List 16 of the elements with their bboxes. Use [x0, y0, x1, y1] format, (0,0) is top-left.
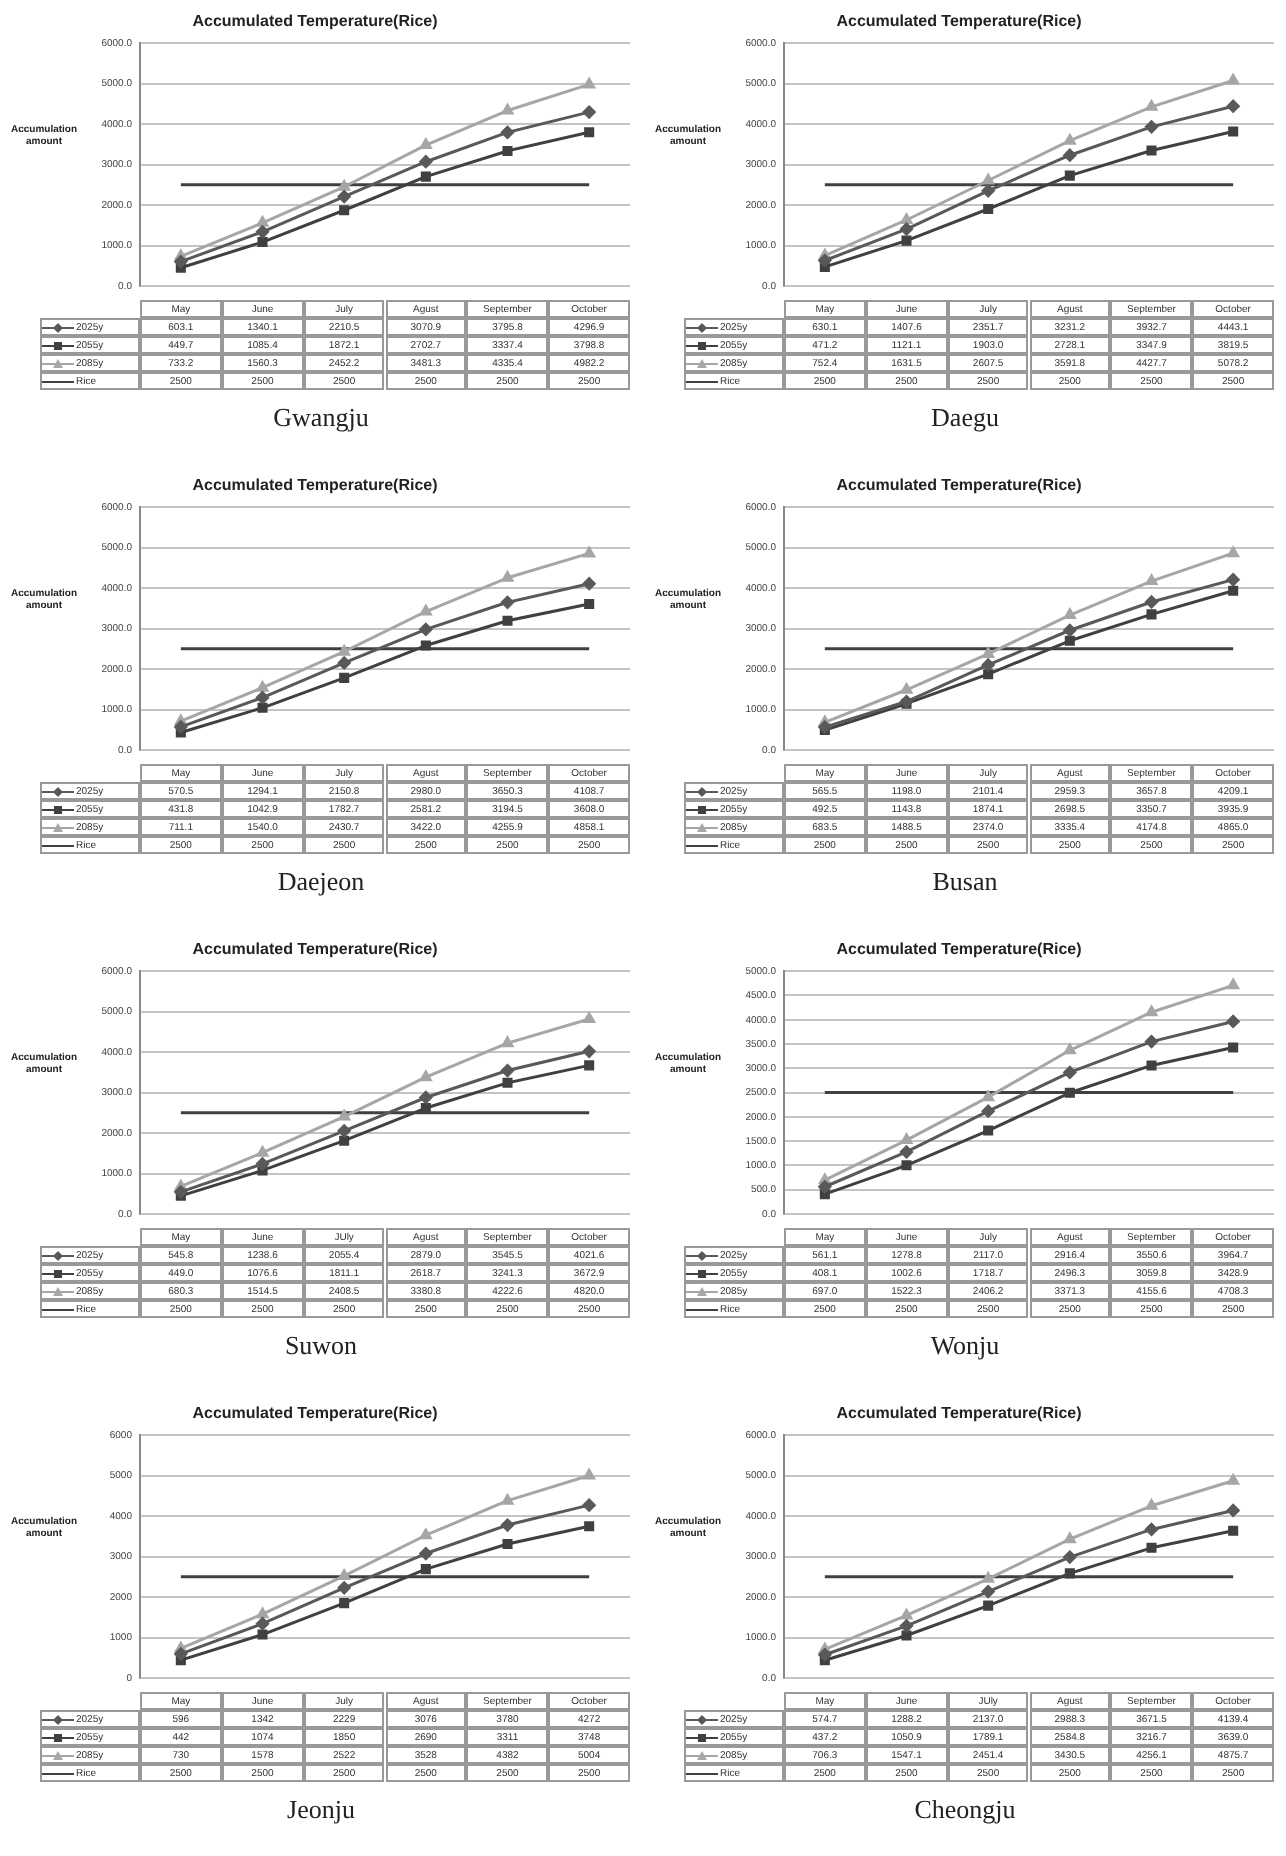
text: Daejeon — [275, 866, 367, 898]
chart-title: Accumulated Temperature(Rice) — [192, 1404, 439, 1423]
text: Wonju — [928, 1330, 1002, 1362]
chart-title: Accumulated Temperature(Rice) — [836, 940, 1083, 959]
text: Daegu — [929, 402, 1001, 434]
chart-title: Accumulated Temperature(Rice) — [836, 1404, 1083, 1423]
text: Gwangju — [271, 402, 371, 434]
chart-title: Accumulated Temperature(Rice) — [192, 12, 439, 31]
chart-title: Accumulated Temperature(Rice) — [836, 476, 1083, 495]
text: Busan — [930, 866, 1000, 898]
chart-title: Accumulated Temperature(Rice) — [192, 940, 439, 959]
text: Cheongju — [912, 1794, 1018, 1826]
text: Suwon — [282, 1330, 360, 1362]
chart-title: Accumulated Temperature(Rice) — [836, 12, 1083, 31]
text: Jeonju — [285, 1794, 357, 1826]
chart-title: Accumulated Temperature(Rice) — [192, 476, 439, 495]
